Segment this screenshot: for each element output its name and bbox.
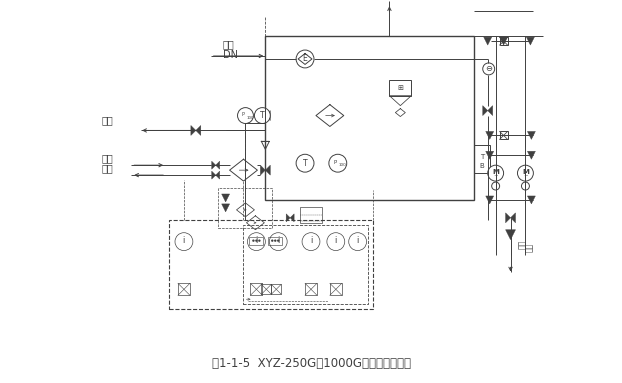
Circle shape <box>254 108 271 123</box>
Bar <box>218 188 272 228</box>
Circle shape <box>296 154 314 172</box>
Bar <box>249 237 263 245</box>
Text: i: i <box>310 236 312 245</box>
Circle shape <box>269 233 287 250</box>
Polygon shape <box>527 151 536 159</box>
Polygon shape <box>261 111 266 121</box>
Text: 进水: 进水 <box>101 153 113 163</box>
Text: 口径: 口径 <box>518 240 526 249</box>
Text: 图1-1-5  XYZ-250G～1000G型稀油站原理图: 图1-1-5 XYZ-250G～1000G型稀油站原理图 <box>211 357 411 370</box>
Circle shape <box>488 165 504 181</box>
Bar <box>499 131 508 139</box>
Polygon shape <box>221 194 230 202</box>
Bar <box>243 225 368 304</box>
Polygon shape <box>216 161 220 169</box>
Text: P: P <box>333 160 337 165</box>
Polygon shape <box>290 214 294 222</box>
Polygon shape <box>483 106 488 116</box>
Circle shape <box>271 239 274 242</box>
Text: E: E <box>303 54 307 64</box>
Polygon shape <box>261 165 266 175</box>
Polygon shape <box>486 151 494 159</box>
Circle shape <box>277 239 279 242</box>
Text: B: B <box>480 163 484 169</box>
Text: i: i <box>335 236 337 245</box>
Bar <box>266 36 474 200</box>
Polygon shape <box>221 204 230 212</box>
Circle shape <box>327 233 345 250</box>
Text: 回油: 回油 <box>223 39 234 49</box>
Text: i: i <box>183 236 185 245</box>
Polygon shape <box>211 161 216 169</box>
Text: ⊖: ⊖ <box>485 64 492 74</box>
Circle shape <box>175 233 193 250</box>
Polygon shape <box>527 131 536 139</box>
Polygon shape <box>499 37 508 45</box>
Text: ~: ~ <box>493 173 498 178</box>
Polygon shape <box>486 131 494 139</box>
Bar <box>268 237 282 245</box>
Bar <box>389 80 411 96</box>
Circle shape <box>518 165 534 181</box>
Circle shape <box>329 154 346 172</box>
Text: ⊞: ⊞ <box>397 85 403 91</box>
Circle shape <box>349 233 366 250</box>
Polygon shape <box>484 37 491 45</box>
Text: 100: 100 <box>246 116 254 119</box>
Text: T: T <box>260 111 265 120</box>
Bar <box>474 145 490 173</box>
Circle shape <box>258 239 261 242</box>
Circle shape <box>255 239 258 242</box>
Text: T: T <box>303 159 307 168</box>
Bar <box>169 220 373 309</box>
Polygon shape <box>266 111 271 121</box>
Text: M: M <box>492 169 499 175</box>
Bar <box>271 284 281 294</box>
Polygon shape <box>486 196 494 204</box>
Text: M: M <box>522 169 529 175</box>
Circle shape <box>491 182 499 190</box>
Bar <box>305 283 317 295</box>
Text: i: i <box>255 236 258 245</box>
Polygon shape <box>191 126 196 136</box>
Polygon shape <box>488 106 493 116</box>
Bar <box>499 37 508 45</box>
Circle shape <box>274 239 276 242</box>
Polygon shape <box>211 171 216 179</box>
Text: DN: DN <box>223 50 238 60</box>
Circle shape <box>253 239 254 242</box>
Bar <box>261 284 271 294</box>
Polygon shape <box>216 171 220 179</box>
Text: 排油: 排油 <box>526 243 534 252</box>
Text: i: i <box>356 236 359 245</box>
Text: P: P <box>241 112 244 117</box>
Text: i: i <box>277 236 279 245</box>
Text: ~: ~ <box>523 173 527 178</box>
Text: 出水: 出水 <box>101 163 113 173</box>
Polygon shape <box>506 213 511 223</box>
Bar <box>178 283 190 295</box>
Polygon shape <box>511 213 516 223</box>
Circle shape <box>521 182 529 190</box>
Polygon shape <box>196 126 201 136</box>
Bar <box>251 283 262 295</box>
Text: T: T <box>480 154 484 160</box>
Polygon shape <box>506 230 516 240</box>
Circle shape <box>248 233 266 250</box>
Polygon shape <box>266 165 271 175</box>
Text: 100: 100 <box>339 163 346 167</box>
Bar <box>330 283 341 295</box>
Circle shape <box>302 233 320 250</box>
Circle shape <box>483 63 494 75</box>
Bar <box>300 207 322 223</box>
Text: 供油: 供油 <box>101 116 113 126</box>
Polygon shape <box>286 214 290 222</box>
Polygon shape <box>527 196 536 204</box>
Circle shape <box>238 108 253 123</box>
Polygon shape <box>526 37 534 45</box>
